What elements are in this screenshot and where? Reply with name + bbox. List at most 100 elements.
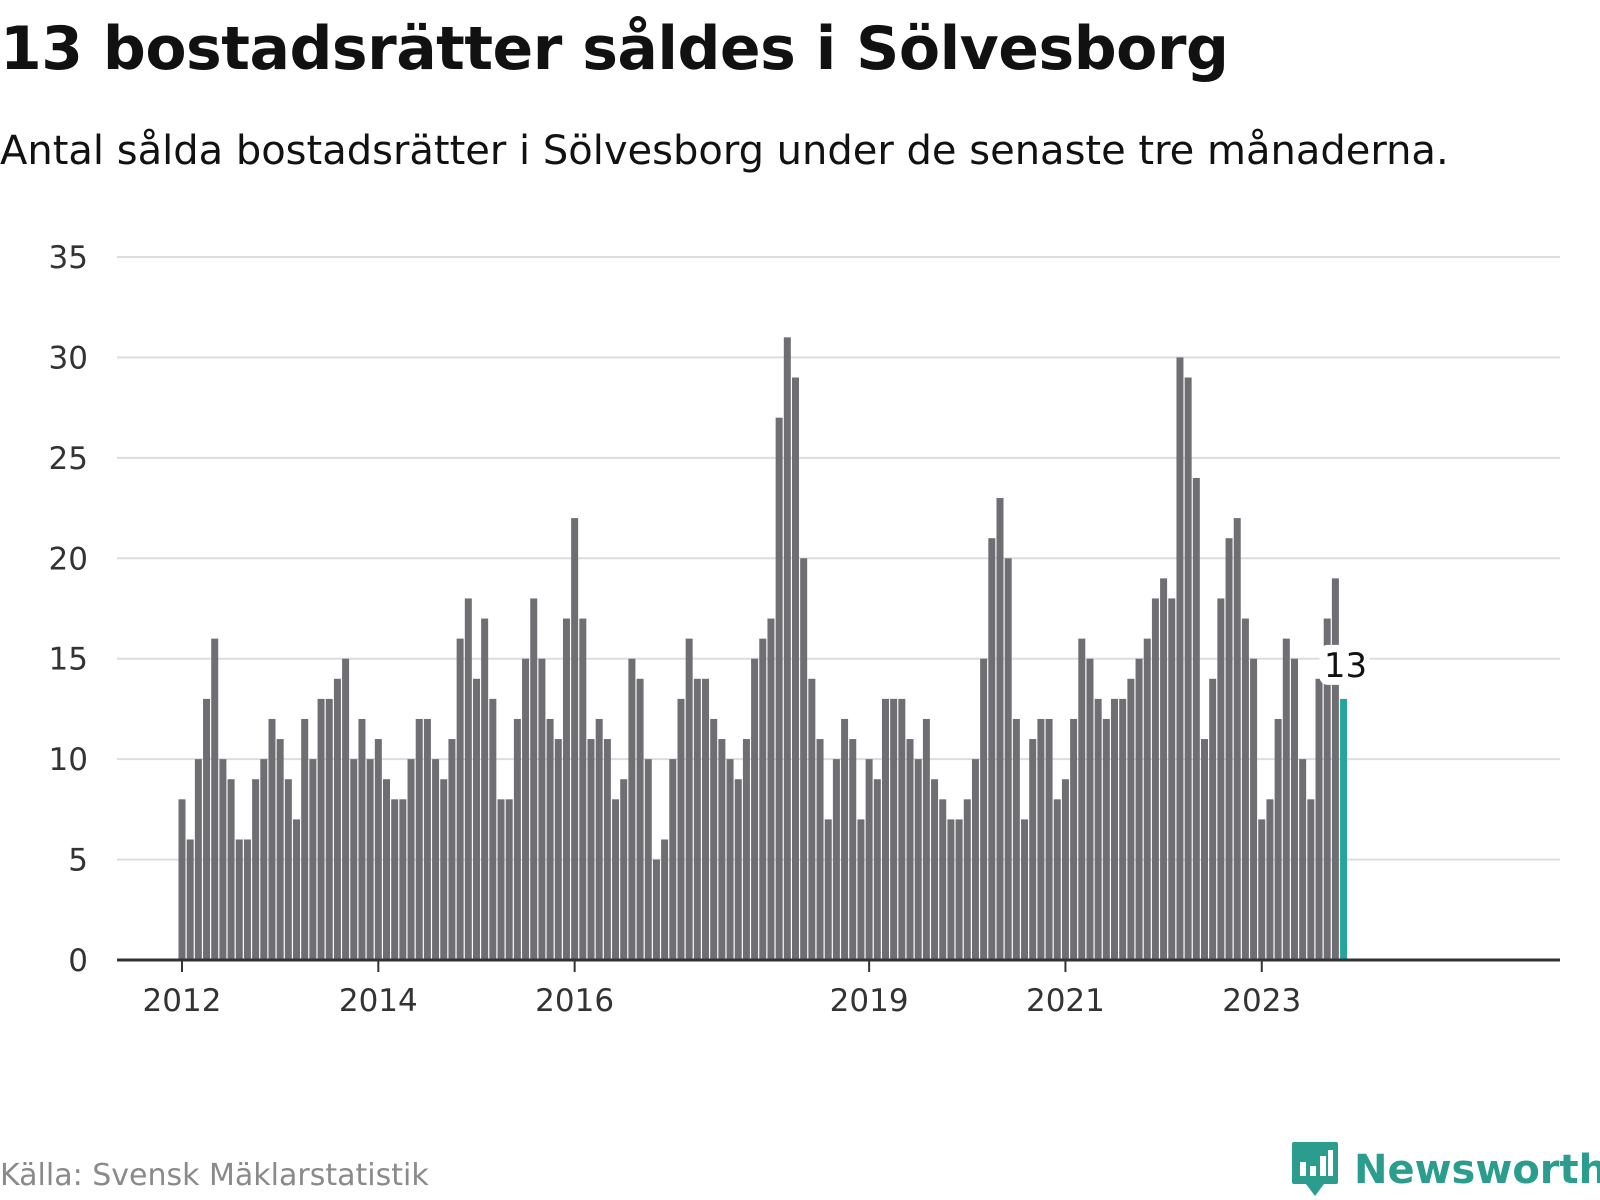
bar <box>1045 718 1053 960</box>
bar <box>1111 698 1119 960</box>
bar <box>636 678 644 960</box>
bar <box>243 839 251 960</box>
bar <box>194 759 202 960</box>
bar <box>579 618 587 960</box>
x-tick-label: 2016 <box>535 983 614 1019</box>
x-tick-label: 2021 <box>1026 983 1105 1019</box>
bar <box>538 658 546 960</box>
bar <box>808 678 816 960</box>
bar <box>1037 718 1045 960</box>
bar <box>1184 377 1192 960</box>
bar <box>1004 558 1012 960</box>
bar <box>571 518 579 960</box>
bar <box>1127 678 1135 960</box>
bar <box>710 718 718 960</box>
bar <box>669 759 677 960</box>
y-tick-label: 0 <box>68 943 88 979</box>
bar <box>1299 759 1307 960</box>
bar <box>718 739 726 960</box>
bar <box>546 718 554 960</box>
bar <box>734 779 742 960</box>
bar <box>841 718 849 960</box>
bar <box>1315 678 1323 960</box>
x-axis: 2012 2014 2016 2019 2021 2023 <box>117 958 1560 1019</box>
bar <box>489 698 497 960</box>
bar <box>693 678 701 960</box>
bar <box>971 759 979 960</box>
bar <box>440 779 448 960</box>
bar <box>775 417 783 961</box>
x-tick-label: 2023 <box>1222 983 1301 1019</box>
bar <box>1258 819 1266 960</box>
bar <box>800 558 808 960</box>
brand-logo[interactable]: Newsworthy <box>1290 1140 1600 1200</box>
bar <box>1266 799 1274 960</box>
bar <box>628 658 636 960</box>
chart-title: 13 bostadsrätter såldes i Sölvesborg <box>0 14 1229 84</box>
x-tick-label: 2019 <box>830 983 909 1019</box>
bar <box>301 718 309 960</box>
bar <box>677 698 685 960</box>
bar <box>178 799 186 960</box>
bar <box>391 799 399 960</box>
bar <box>423 718 431 960</box>
bar <box>587 739 595 960</box>
bar <box>284 779 292 960</box>
bar <box>399 799 407 960</box>
bar <box>522 658 530 960</box>
bar <box>1029 739 1037 960</box>
bar <box>988 538 996 960</box>
bar <box>203 698 211 960</box>
bar <box>227 779 235 960</box>
bar <box>374 739 382 960</box>
bar <box>415 718 423 960</box>
bars <box>178 337 1348 961</box>
bar <box>955 819 963 960</box>
bar <box>268 718 276 960</box>
bar <box>980 658 988 960</box>
bar <box>456 638 464 960</box>
bar <box>612 799 620 960</box>
bar <box>849 739 857 960</box>
bar <box>832 759 840 960</box>
y-tick-label: 35 <box>49 240 88 276</box>
bar <box>1094 698 1102 960</box>
bar <box>857 819 865 960</box>
bar <box>366 759 374 960</box>
bar <box>1143 638 1151 960</box>
bar <box>1331 578 1339 960</box>
annotations: 13 <box>1319 644 1370 686</box>
y-tick-label: 15 <box>49 642 88 678</box>
bar <box>603 739 611 960</box>
bar <box>1168 598 1176 960</box>
bar <box>1012 718 1020 960</box>
bar <box>317 698 325 960</box>
bar <box>333 678 341 960</box>
bar <box>652 859 660 960</box>
y-tick-label: 25 <box>49 441 88 477</box>
bar <box>325 698 333 960</box>
bar <box>276 739 284 960</box>
bar <box>350 759 358 960</box>
bar <box>947 819 955 960</box>
y-tick-label: 30 <box>49 340 88 376</box>
bar <box>890 698 898 960</box>
bar <box>1160 578 1168 960</box>
bar <box>1307 799 1315 960</box>
bar <box>1135 658 1143 960</box>
bar <box>1119 698 1127 960</box>
highlight-value-label: 13 <box>1324 646 1367 686</box>
bar <box>1323 618 1331 960</box>
bar <box>252 779 260 960</box>
y-tick-label: 10 <box>49 742 88 778</box>
bar <box>914 759 922 960</box>
bar <box>1061 779 1069 960</box>
bar <box>751 658 759 960</box>
bar <box>513 718 521 960</box>
bar <box>644 759 652 960</box>
bar <box>1274 718 1282 960</box>
brand-name: Newsworthy <box>1354 1147 1600 1193</box>
bar <box>620 779 628 960</box>
bar <box>1151 598 1159 960</box>
y-tick-label: 5 <box>68 843 88 879</box>
